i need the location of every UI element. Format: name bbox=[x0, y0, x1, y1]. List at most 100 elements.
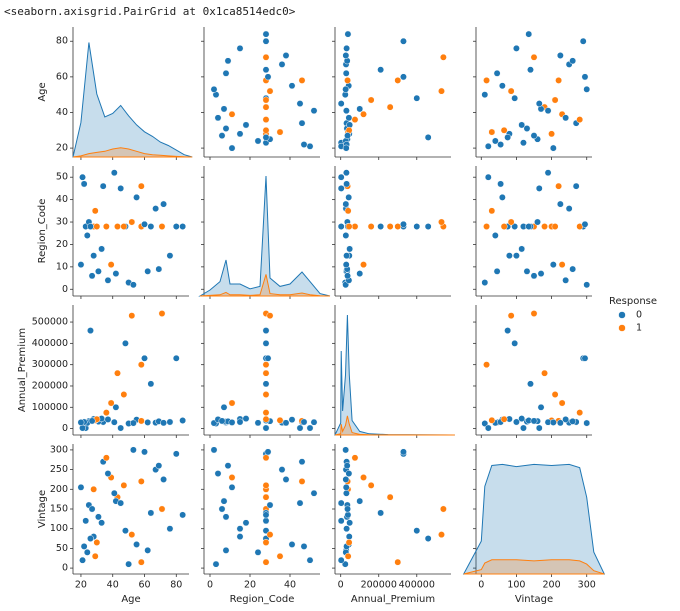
scatter-point bbox=[483, 361, 490, 369]
scatter-point bbox=[77, 418, 85, 426]
scatter-point bbox=[82, 517, 90, 525]
scatter-point bbox=[400, 448, 407, 456]
scatter-point bbox=[137, 477, 145, 485]
kde-area bbox=[334, 415, 455, 436]
scatter-point bbox=[541, 369, 548, 377]
scatter-point bbox=[424, 223, 432, 230]
scatter-point bbox=[129, 419, 137, 427]
scatter-point bbox=[511, 94, 519, 102]
scatter-point bbox=[520, 424, 527, 432]
scatter-point bbox=[137, 182, 145, 190]
scatter-point bbox=[530, 272, 538, 280]
scatter-point bbox=[128, 218, 136, 226]
scatter-point bbox=[87, 535, 94, 542]
scatter-point bbox=[179, 223, 187, 230]
scatter-point bbox=[556, 419, 564, 427]
scatter-point bbox=[144, 418, 152, 426]
y-axis-label: Vintage bbox=[37, 490, 48, 528]
scatter-point bbox=[520, 139, 527, 147]
scatter-point bbox=[572, 182, 580, 190]
legend-marker bbox=[618, 324, 626, 332]
scatter-point bbox=[224, 57, 232, 65]
scatter-point bbox=[569, 265, 577, 273]
scatter-point bbox=[254, 419, 262, 427]
scatter-point bbox=[120, 391, 128, 398]
scatter-point bbox=[254, 548, 262, 556]
scatter-point bbox=[344, 132, 352, 140]
scatter-point bbox=[527, 380, 534, 388]
scatter-point bbox=[562, 276, 570, 284]
scatter-point bbox=[110, 489, 118, 497]
scatter-point bbox=[128, 312, 136, 320]
scatter-point bbox=[152, 205, 160, 213]
scatter-point bbox=[310, 418, 318, 426]
x-tick-label: 200000 bbox=[361, 580, 397, 591]
scatter-point bbox=[147, 509, 155, 517]
scatter-point bbox=[91, 207, 99, 215]
scatter-point bbox=[141, 220, 148, 228]
scatter-point bbox=[530, 53, 538, 61]
kde-area bbox=[72, 42, 193, 158]
scatter-point bbox=[400, 220, 407, 228]
scatter-point bbox=[345, 114, 353, 122]
scatter-point bbox=[581, 220, 589, 228]
scatter-point bbox=[360, 261, 367, 269]
scatter-point bbox=[288, 82, 296, 90]
scatter-point bbox=[94, 267, 102, 275]
x-tick-label: 20 bbox=[244, 580, 256, 591]
scatter-point bbox=[172, 354, 180, 362]
scatter-point bbox=[264, 448, 272, 456]
scatter-point bbox=[210, 446, 218, 454]
scatter-point bbox=[228, 418, 236, 426]
y-tick-label: 40 bbox=[56, 107, 68, 118]
scatter-point bbox=[537, 270, 545, 278]
scatter-point bbox=[343, 180, 351, 188]
scatter-point bbox=[438, 87, 445, 95]
scatter-point bbox=[504, 327, 512, 335]
scatter-point bbox=[345, 193, 353, 201]
scatter-point bbox=[507, 87, 515, 95]
scatter-point bbox=[337, 173, 345, 181]
scatter-point bbox=[155, 462, 163, 470]
scatter-point bbox=[222, 513, 230, 521]
scatter-point bbox=[342, 476, 350, 483]
scatter-point bbox=[576, 116, 584, 124]
scatter-point bbox=[278, 60, 286, 68]
scatter-point bbox=[511, 223, 519, 230]
scatter-point bbox=[300, 418, 308, 426]
scatter-point bbox=[158, 505, 166, 513]
scatter-point bbox=[344, 505, 352, 513]
scatter-point bbox=[282, 52, 290, 59]
scatter-point bbox=[166, 252, 174, 260]
scatter-point bbox=[565, 205, 573, 213]
scatter-point bbox=[342, 144, 350, 152]
scatter-point bbox=[400, 73, 407, 81]
scatter-point bbox=[556, 200, 564, 208]
scatter-point bbox=[507, 218, 515, 226]
x-tick-label: 80 bbox=[170, 580, 182, 591]
x-tick-label: 100 bbox=[507, 580, 525, 591]
scatter-point bbox=[262, 380, 270, 388]
scatter-point bbox=[337, 499, 345, 507]
scatter-point bbox=[342, 169, 350, 177]
scatter-point bbox=[262, 37, 270, 45]
scatter-point bbox=[94, 513, 102, 521]
y-tick-label: 100 bbox=[50, 523, 68, 534]
y-tick-label: 300000 bbox=[32, 359, 68, 370]
scatter-point bbox=[306, 424, 314, 432]
scatter-point bbox=[337, 223, 345, 230]
scatter-point bbox=[581, 73, 589, 81]
scatter-point bbox=[343, 252, 351, 260]
scatter-point bbox=[504, 133, 512, 141]
scatter-point bbox=[266, 531, 274, 539]
x-axis-label: Age bbox=[121, 594, 140, 605]
scatter-point bbox=[548, 130, 556, 138]
scatter-point bbox=[262, 481, 270, 489]
scatter-point bbox=[310, 489, 318, 497]
scatter-point bbox=[544, 107, 552, 115]
scatter-point bbox=[535, 424, 543, 432]
scatter-point bbox=[424, 133, 432, 141]
scatter-point bbox=[337, 556, 345, 564]
scatter-point bbox=[562, 114, 570, 122]
scatter-point bbox=[262, 539, 270, 546]
